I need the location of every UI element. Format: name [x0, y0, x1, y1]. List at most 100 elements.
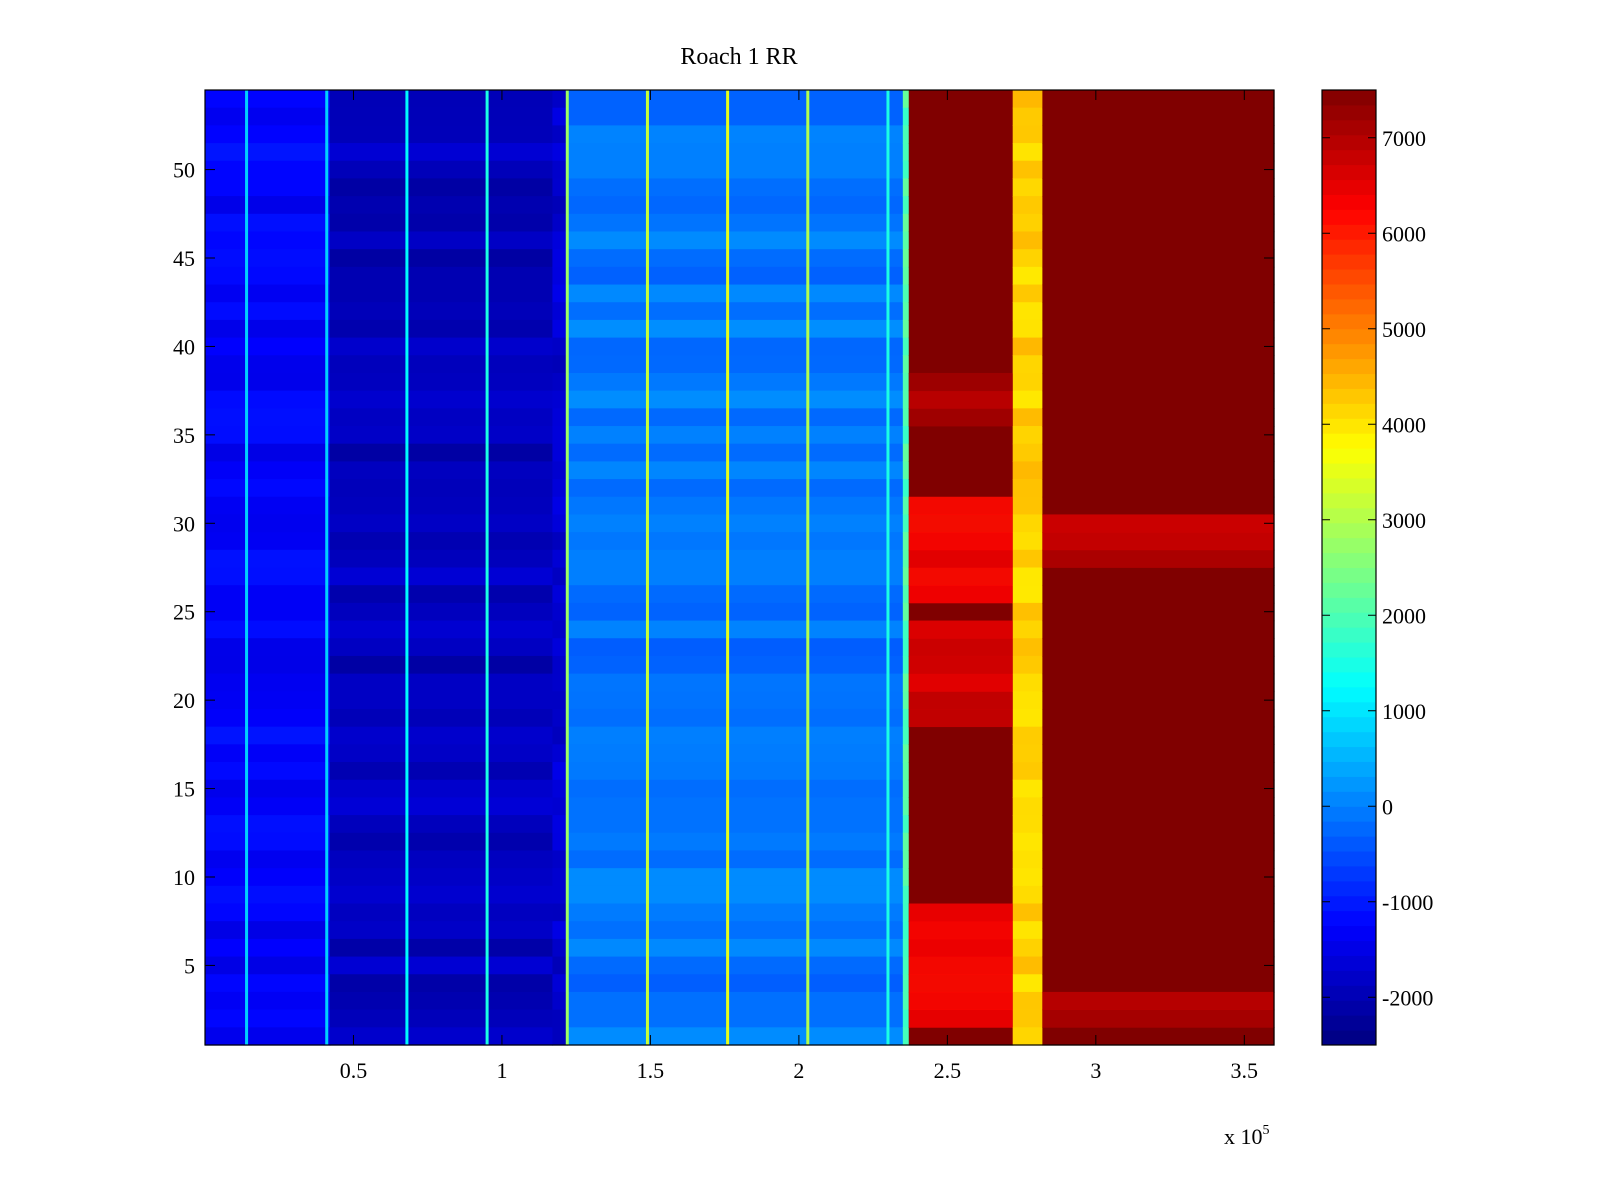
heatmap-band-1-row-53 — [329, 1009, 554, 1028]
heatmap-band-6-row-20 — [1012, 426, 1043, 445]
heatmap-band-7-row-8 — [1042, 213, 1275, 233]
heatmap-band-7-row-24 — [1042, 496, 1275, 516]
heatmap-band-6-row-29 — [1012, 585, 1043, 604]
heatmap-band-0-row-25 — [205, 514, 331, 533]
colorbar-step-56 — [1322, 209, 1376, 225]
spike-line-4 — [485, 90, 489, 1045]
heatmap-band-1-row-29 — [329, 585, 554, 604]
heatmap-band-4-row-11 — [902, 266, 910, 286]
heatmap-band-2-row-44 — [552, 850, 568, 869]
heatmap-band-3-row-40 — [567, 779, 904, 799]
heatmap-band-1-row-28 — [329, 567, 554, 586]
colorbar-step-63 — [1322, 104, 1376, 121]
heatmap-feature-1-row-24 — [908, 620, 1013, 639]
y-axis: 5 10 15 20 25 30 35 40 45 50 — [173, 158, 1274, 978]
heatmap-band-2-row-13 — [552, 302, 568, 321]
heatmap-band-4-row-9 — [902, 231, 910, 250]
y-tick-label-1: 5 — [184, 953, 195, 978]
heatmap-band-6-row-47 — [1012, 903, 1043, 922]
heatmap-band-5-row-39 — [908, 762, 1014, 781]
heatmap-band-4-row-31 — [902, 620, 910, 639]
heatmap-band-6-row-32 — [1012, 638, 1043, 657]
colorbar-step-48 — [1322, 328, 1376, 345]
heatmap-band-2-row-45 — [552, 868, 568, 887]
y-tick-label-4: 20 — [173, 688, 195, 713]
colorbar-step-27 — [1322, 642, 1376, 658]
heatmap-band-4-row-7 — [902, 196, 910, 215]
colorbar-step-26 — [1322, 657, 1376, 673]
colorbar-step-53 — [1322, 254, 1376, 270]
heatmap-band-2-row-18 — [552, 390, 568, 409]
heatmap-band-2-row-42 — [552, 815, 568, 834]
heatmap-band-3-row-1 — [567, 90, 904, 109]
heatmap-band-5-row-30 — [908, 602, 1014, 622]
colorbar-step-47 — [1322, 343, 1376, 360]
x-tick-label-3: 1.5 — [637, 1058, 665, 1083]
heatmap-band-2-row-8 — [552, 213, 568, 233]
heatmap-band-7-row-17 — [1042, 372, 1275, 392]
heatmap-band-7-row-30 — [1042, 602, 1275, 622]
colorbar-step-13 — [1322, 851, 1376, 867]
colorbar-tick-label-8: 5000 — [1382, 317, 1426, 342]
heatmap-band-6-row-51 — [1012, 974, 1043, 993]
heatmap-band-0-row-6 — [205, 178, 331, 197]
heatmap-band-5-row-42 — [908, 815, 1014, 834]
heatmap-band-4-row-25 — [902, 514, 910, 533]
heatmap-band-6-row-41 — [1012, 797, 1043, 816]
heatmap-band-3-row-7 — [567, 196, 904, 215]
heatmap-band-0-row-32 — [205, 638, 331, 657]
heatmap-band-7-row-49 — [1042, 938, 1275, 958]
heatmap-band-2-row-38 — [552, 744, 568, 763]
heatmap-band-7-row-43 — [1042, 832, 1275, 852]
heatmap-band-3-row-53 — [567, 1009, 904, 1028]
x-axis: 0.5 1 1.5 2 2.5 3 3.5 — [340, 90, 1258, 1083]
heatmap-band-1-row-43 — [329, 832, 554, 852]
heatmap-band-2-row-43 — [552, 832, 568, 852]
heatmap-band-0-row-5 — [205, 160, 331, 180]
heatmap-band-2-row-20 — [552, 426, 568, 445]
heatmap-band-1-row-22 — [329, 461, 554, 480]
heatmap-band-1-row-39 — [329, 762, 554, 781]
heatmap-band-0-row-38 — [205, 744, 331, 763]
heatmap-band-7-row-32 — [1042, 638, 1275, 657]
heatmap-band-7-row-51 — [1042, 974, 1275, 993]
heatmap-band-3-row-13 — [567, 302, 904, 321]
heatmap-band-1-row-26 — [329, 532, 554, 551]
colorbar-step-42 — [1322, 418, 1376, 434]
heatmap-band-0-row-29 — [205, 585, 331, 604]
heatmap-band-4-row-24 — [902, 496, 910, 516]
heatmap-band-6-row-33 — [1012, 655, 1043, 675]
heatmap-band-6-row-17 — [1012, 372, 1043, 392]
heatmap-band-1-row-31 — [329, 620, 554, 639]
heatmap-band-1-row-1 — [329, 90, 554, 109]
heatmap-band-0-row-36 — [205, 708, 331, 728]
x-tick-label-6: 3 — [1090, 1058, 1101, 1083]
colorbar-step-21 — [1322, 731, 1376, 748]
heatmap-band-7-row-4 — [1042, 143, 1275, 162]
colorbar-tick-label-6: 3000 — [1382, 508, 1426, 533]
heatmap-band-4-row-27 — [902, 549, 910, 569]
heatmap-band-3-row-35 — [567, 691, 904, 710]
heatmap-band-4-row-44 — [902, 850, 910, 869]
heatmap-band-5-row-45 — [908, 868, 1014, 887]
heatmap-band-1-row-40 — [329, 779, 554, 799]
heatmap-band-5-row-54 — [908, 1027, 1014, 1046]
heatmap-band-3-row-9 — [567, 231, 904, 250]
heatmap-feature-0-row-8 — [908, 903, 1013, 922]
colorbar-step-59 — [1322, 164, 1376, 181]
heatmap-band-2-row-37 — [552, 726, 568, 745]
heatmap-band-3-row-29 — [567, 585, 904, 604]
plot-area — [204, 89, 1275, 1046]
x-tick-label-1: 0.5 — [340, 1058, 368, 1083]
heatmap-band-3-row-38 — [567, 744, 904, 763]
heatmap-feature-0-row-6 — [908, 938, 1013, 957]
colorbar-step-4 — [1322, 985, 1376, 1001]
heatmap-band-4-row-53 — [902, 1009, 910, 1028]
heatmap-band-3-row-27 — [567, 549, 904, 569]
heatmap-feature-3-row-28 — [1042, 549, 1274, 568]
heatmap-band-2-row-52 — [552, 991, 568, 1011]
colorbar-step-50 — [1322, 298, 1376, 315]
heatmap-band-0-row-28 — [205, 567, 331, 586]
heatmap-band-1-row-54 — [329, 1027, 554, 1046]
heatmap-band-4-row-46 — [902, 885, 910, 905]
